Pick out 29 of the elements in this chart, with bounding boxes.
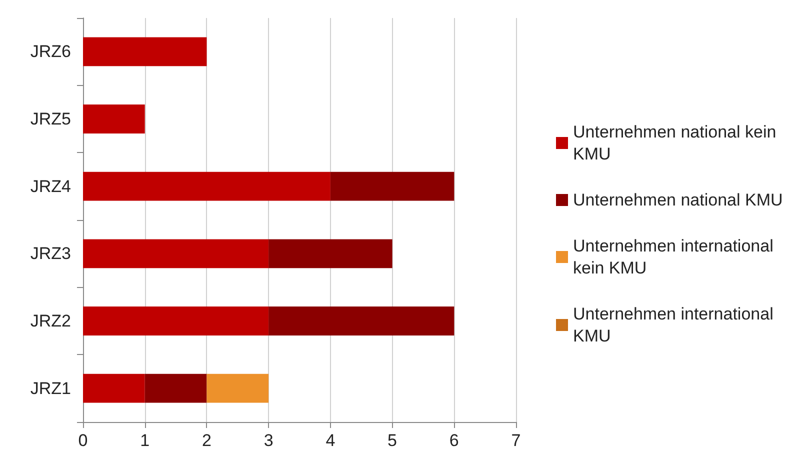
x-tick-label: 4: [326, 431, 336, 450]
y-tick-label: JRZ4: [30, 176, 71, 196]
bar: [83, 104, 145, 134]
x-tick-label: 0: [78, 431, 88, 450]
bar: [268, 306, 454, 336]
bar: [144, 374, 207, 403]
y-tick-label: JRZ1: [30, 378, 71, 398]
x-tick-label: 2: [202, 431, 212, 450]
legend-label: Unternehmen international kein KMU: [573, 236, 778, 278]
x-tick-label: 5: [388, 431, 398, 450]
bar: [83, 239, 269, 268]
y-tick-label: JRZ6: [30, 42, 71, 62]
bar: [206, 374, 269, 403]
bar: [83, 37, 207, 66]
bar: [83, 306, 269, 336]
y-tick-label: JRZ5: [30, 110, 71, 128]
y-tick-label: JRZ2: [30, 312, 71, 330]
x-tick-label: 3: [264, 431, 274, 450]
legend-label: Unternehmen national kein KMU: [573, 122, 781, 164]
bar: [330, 172, 454, 201]
y-tick-label: JRZ3: [30, 244, 71, 264]
bar: [83, 172, 330, 201]
legend-label: Unternehmen national KMU: [573, 190, 783, 210]
bar: [268, 239, 392, 268]
x-tick-label: 7: [511, 431, 521, 450]
legend-label: Unternehmen international KMU: [573, 304, 778, 346]
x-tick-label: 1: [140, 431, 150, 450]
x-tick-label: 6: [449, 431, 459, 450]
bar: [83, 374, 145, 403]
